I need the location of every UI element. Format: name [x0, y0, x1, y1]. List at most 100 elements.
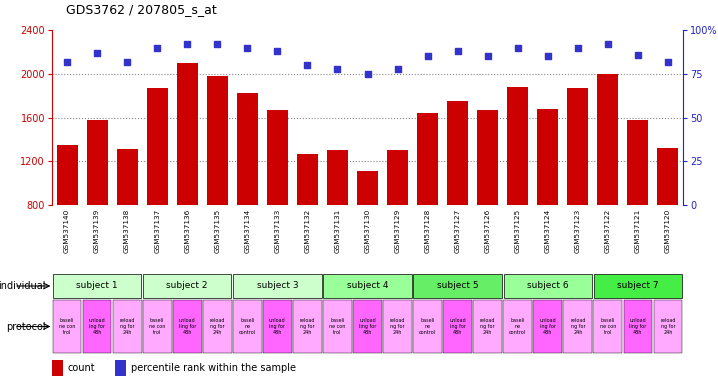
- Text: reload
ng for
24h: reload ng for 24h: [570, 318, 586, 335]
- Bar: [177, 63, 197, 205]
- Bar: [594, 274, 682, 298]
- Point: [302, 62, 313, 68]
- Text: GSM537139: GSM537139: [94, 209, 100, 253]
- Point: [61, 58, 73, 65]
- Text: GSM537137: GSM537137: [154, 209, 160, 253]
- Bar: [83, 300, 111, 353]
- Point: [572, 45, 584, 51]
- Bar: [146, 88, 168, 205]
- Point: [512, 45, 523, 51]
- Bar: [537, 109, 559, 205]
- Bar: [327, 150, 348, 205]
- Text: subject 7: subject 7: [617, 281, 658, 291]
- Bar: [52, 300, 81, 353]
- Text: GSM537135: GSM537135: [214, 209, 220, 253]
- Text: subject 5: subject 5: [437, 281, 478, 291]
- Point: [482, 53, 493, 59]
- Bar: [417, 113, 438, 205]
- Text: subject 3: subject 3: [256, 281, 298, 291]
- Text: subject 4: subject 4: [347, 281, 388, 291]
- Bar: [623, 300, 653, 353]
- Text: protocol: protocol: [6, 321, 46, 331]
- Point: [392, 65, 404, 71]
- Bar: [533, 300, 562, 353]
- Point: [422, 53, 434, 59]
- Text: GSM537127: GSM537127: [454, 209, 461, 253]
- Point: [151, 45, 163, 51]
- Text: unload
ling for
48h: unload ling for 48h: [359, 318, 376, 335]
- Text: GSM537120: GSM537120: [665, 209, 671, 253]
- Point: [241, 45, 253, 51]
- Text: GSM537132: GSM537132: [304, 209, 310, 253]
- Point: [602, 41, 614, 47]
- Point: [332, 65, 343, 71]
- Text: subject 6: subject 6: [527, 281, 569, 291]
- Bar: [237, 93, 258, 205]
- Text: unload
ing for
48h: unload ing for 48h: [89, 318, 106, 335]
- Bar: [143, 274, 231, 298]
- Text: unload
ing for
48h: unload ing for 48h: [539, 318, 556, 335]
- Text: GSM537138: GSM537138: [124, 209, 130, 253]
- Bar: [658, 148, 679, 205]
- Text: GSM537129: GSM537129: [395, 209, 401, 253]
- Bar: [447, 101, 468, 205]
- Text: GSM537121: GSM537121: [635, 209, 641, 253]
- Bar: [143, 300, 172, 353]
- Bar: [57, 145, 78, 205]
- Text: GSM537124: GSM537124: [545, 209, 551, 253]
- Bar: [203, 300, 232, 353]
- Bar: [323, 274, 411, 298]
- Text: baseli
ne con
trol: baseli ne con trol: [149, 318, 165, 335]
- Bar: [383, 300, 412, 353]
- Text: reload
ng for
24h: reload ng for 24h: [661, 318, 676, 335]
- Point: [662, 58, 673, 65]
- Point: [362, 71, 373, 77]
- Bar: [594, 300, 623, 353]
- Text: percentile rank within the sample: percentile rank within the sample: [131, 363, 296, 373]
- Text: GSM537125: GSM537125: [515, 209, 521, 253]
- Bar: [443, 300, 472, 353]
- Bar: [293, 300, 322, 353]
- Text: unload
ling for
48h: unload ling for 48h: [179, 318, 196, 335]
- Text: baseli
ne con
trol: baseli ne con trol: [59, 318, 75, 335]
- Text: GSM537126: GSM537126: [485, 209, 490, 253]
- Text: GSM537122: GSM537122: [605, 209, 611, 253]
- Point: [542, 53, 554, 59]
- Bar: [263, 300, 292, 353]
- Bar: [297, 154, 318, 205]
- Bar: [503, 300, 532, 353]
- Point: [632, 51, 643, 58]
- Text: reload
ng for
24h: reload ng for 24h: [480, 318, 495, 335]
- Bar: [267, 110, 288, 205]
- Text: unload
ing for
48h: unload ing for 48h: [449, 318, 466, 335]
- Bar: [353, 300, 382, 353]
- Text: GSM537136: GSM537136: [185, 209, 190, 253]
- Bar: [413, 300, 442, 353]
- Point: [452, 48, 463, 54]
- Bar: [477, 110, 498, 205]
- Bar: [207, 76, 228, 205]
- Text: reload
ng for
24h: reload ng for 24h: [390, 318, 405, 335]
- Text: baseli
ne
control: baseli ne control: [509, 318, 526, 335]
- Text: unload
ing for
48h: unload ing for 48h: [269, 318, 286, 335]
- Bar: [53, 274, 141, 298]
- Text: GSM537140: GSM537140: [64, 209, 70, 253]
- Point: [121, 58, 133, 65]
- Text: GSM537134: GSM537134: [244, 209, 251, 253]
- Bar: [115, 359, 126, 376]
- Bar: [473, 300, 502, 353]
- Text: baseli
ne con
trol: baseli ne con trol: [330, 318, 345, 335]
- Text: subject 1: subject 1: [76, 281, 118, 291]
- Text: GSM537123: GSM537123: [575, 209, 581, 253]
- Bar: [503, 274, 592, 298]
- Point: [212, 41, 223, 47]
- Text: unload
ling for
48h: unload ling for 48h: [629, 318, 647, 335]
- Bar: [173, 300, 202, 353]
- Bar: [507, 87, 528, 205]
- Text: baseli
ne con
trol: baseli ne con trol: [600, 318, 616, 335]
- Bar: [597, 74, 618, 205]
- Bar: [87, 120, 108, 205]
- Text: reload
ng for
24h: reload ng for 24h: [210, 318, 225, 335]
- Bar: [113, 300, 141, 353]
- Bar: [233, 274, 322, 298]
